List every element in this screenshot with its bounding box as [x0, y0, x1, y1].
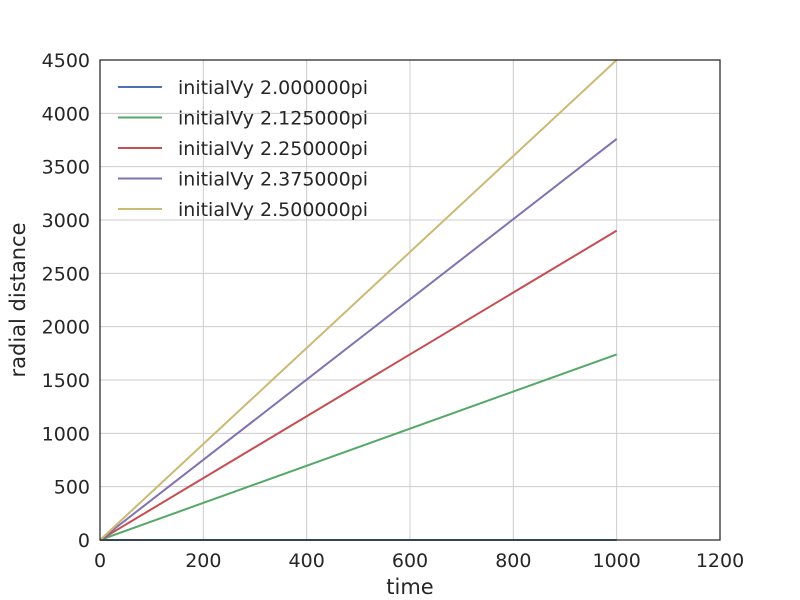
series-line-3	[99, 229, 618, 541]
x-axis-label: time	[386, 575, 433, 599]
y-tick-label: 1500	[42, 370, 90, 392]
legend-label-3: initialVy 2.250000pi	[178, 138, 368, 160]
x-tick-label: 600	[392, 550, 428, 572]
y-tick-labels: 0 500 1000 1500 2000 2500 3000 3500 4000 4500	[42, 50, 90, 552]
x-tick-labels: 0 200 400 600 800 1000 1200	[94, 550, 744, 572]
y-tick-label: 3500	[42, 157, 90, 179]
y-axis-label: radial distance	[6, 222, 30, 377]
y-tick-label: 3000	[42, 210, 90, 232]
series-line-5	[99, 59, 618, 541]
series-line-2	[99, 353, 618, 541]
x-tick-label: 1200	[696, 550, 744, 572]
y-tick-label: 2500	[42, 263, 90, 285]
x-tick-label: 1000	[592, 550, 640, 572]
y-tick-label: 500	[54, 477, 90, 499]
plot-frame	[99, 59, 721, 541]
x-tick-label: 200	[185, 550, 221, 572]
y-tick-label: 2000	[42, 317, 90, 339]
y-tick-label: 4500	[42, 50, 90, 72]
legend-label-5: initialVy 2.500000pi	[178, 199, 368, 221]
y-tick-label: 4000	[42, 103, 90, 125]
legend-label-4: initialVy 2.375000pi	[178, 169, 368, 191]
legend: initialVy 2.000000pi initialVy 2.125000pi…	[118, 77, 368, 221]
y-tick-label: 1000	[42, 423, 90, 445]
series-line-4	[99, 138, 618, 541]
legend-label-2: initialVy 2.125000pi	[178, 108, 368, 130]
legend-label-1: initialVy 2.000000pi	[178, 77, 368, 99]
y-tick-label: 0	[78, 530, 90, 552]
x-tick-label: 800	[495, 550, 531, 572]
x-tick-label: 400	[289, 550, 325, 572]
x-tick-label: 0	[94, 550, 106, 572]
